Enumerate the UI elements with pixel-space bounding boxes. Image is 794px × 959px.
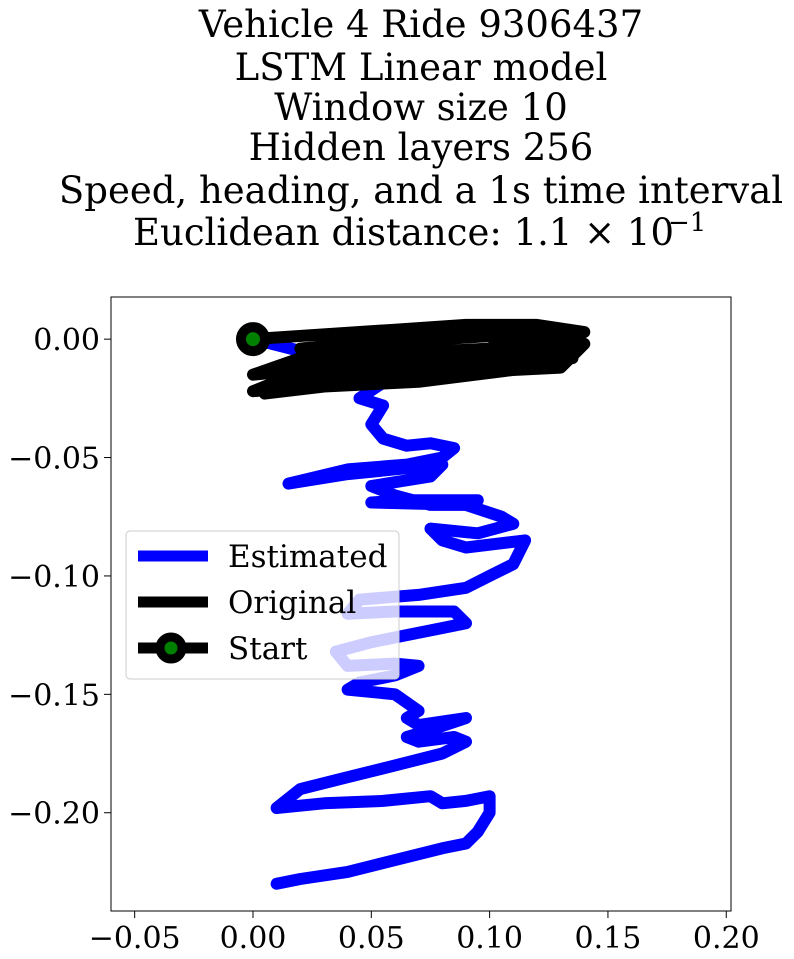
title-line-distance: Euclidean distance: 1.1 × 10 — [133, 211, 674, 254]
start-point-marker — [235, 322, 270, 357]
x-tick-label: 0.15 — [575, 921, 642, 956]
title-line-hidden: Hidden layers 256 — [249, 126, 594, 169]
y-tick-label: −0.10 — [8, 560, 100, 595]
x-axis: −0.05 0.00 0.05 0.10 0.15 0.20 — [89, 911, 760, 956]
x-tick-label: 0.00 — [220, 921, 287, 956]
x-tick-label: 0.10 — [456, 921, 523, 956]
title-line-distance-exponent: −1 — [668, 208, 706, 238]
start-marker-layer — [235, 322, 270, 357]
legend-box — [125, 530, 400, 680]
title-line-vehicle: Vehicle 4 Ride 9306437 — [198, 3, 643, 46]
x-tick-label: −0.05 — [89, 921, 181, 956]
legend-label-start: Start — [228, 631, 308, 667]
x-tick-label: 0.20 — [693, 921, 760, 956]
y-axis: 0.00 −0.05 −0.10 −0.15 −0.20 — [8, 323, 111, 832]
title-line-features: Speed, heading, and a 1s time interval — [59, 169, 783, 212]
title-line-model: LSTM Linear model — [235, 46, 608, 89]
series-line-original — [247, 318, 591, 400]
y-tick-label: 0.00 — [33, 323, 100, 358]
legend-label-estimated: Estimated — [228, 539, 387, 575]
y-tick-label: −0.05 — [8, 442, 100, 477]
plot-frame — [110, 296, 732, 912]
title-line-window: Window size 10 — [274, 86, 568, 129]
chart-title: Vehicle 4 Ride 9306437 LSTM Linear model… — [59, 3, 783, 254]
legend-marker-start — [155, 632, 187, 664]
x-tick-label: 0.05 — [338, 921, 405, 956]
y-tick-label: −0.20 — [8, 797, 100, 832]
legend: Estimated Original Start — [125, 530, 400, 680]
y-tick-label: −0.15 — [8, 678, 100, 713]
legend-label-original: Original — [228, 585, 356, 621]
